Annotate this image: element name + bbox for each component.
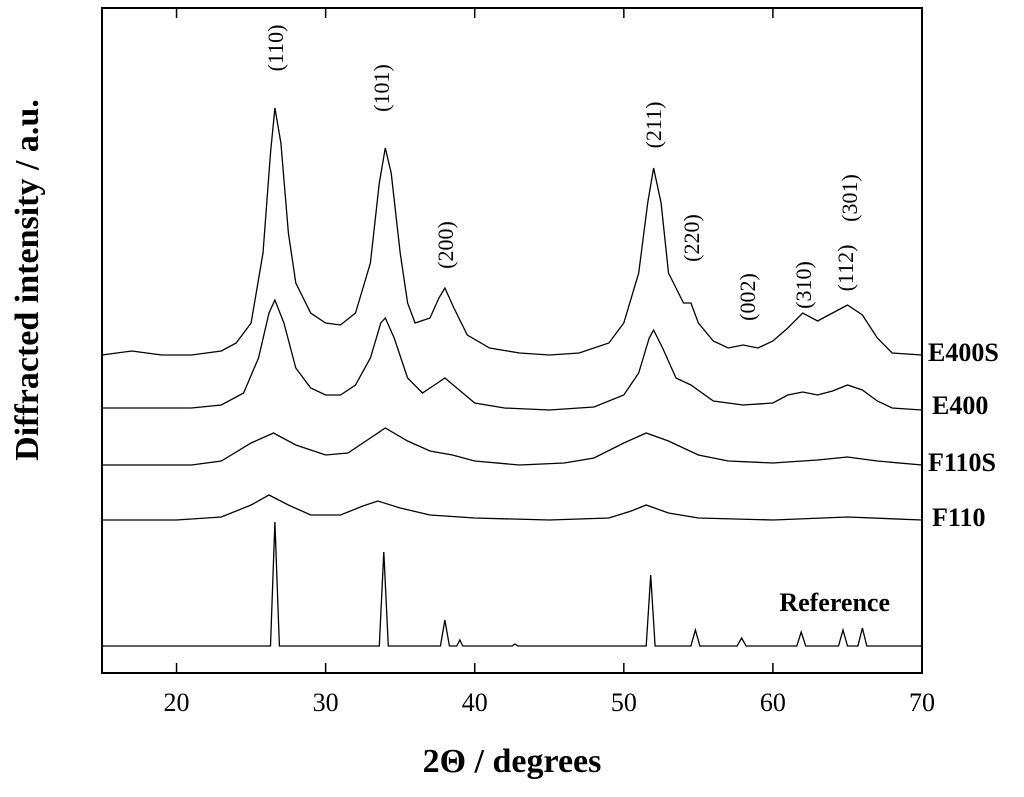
series-label: E400S bbox=[928, 338, 999, 367]
x-tick-label: 30 bbox=[313, 688, 339, 717]
peak-label: (211) bbox=[641, 102, 666, 149]
plot-frame bbox=[101, 7, 923, 674]
peak-label: (101) bbox=[369, 64, 394, 112]
series-label: E400 bbox=[932, 391, 988, 420]
series-line bbox=[102, 521, 922, 647]
x-tick-label: 40 bbox=[462, 688, 488, 717]
x-tick-label: 60 bbox=[760, 688, 786, 717]
series-label: F110 bbox=[932, 503, 985, 532]
peak-label: (301) bbox=[837, 174, 862, 222]
series-line bbox=[101, 107, 923, 356]
peak-label: (220) bbox=[679, 214, 704, 262]
series-label: Reference bbox=[779, 588, 890, 617]
peak-label: (112) bbox=[833, 245, 858, 292]
x-tick-label: 20 bbox=[164, 688, 190, 717]
peak-label: (002) bbox=[735, 273, 760, 321]
series-line bbox=[102, 298, 923, 411]
series-line bbox=[102, 427, 923, 466]
series-line bbox=[102, 494, 923, 521]
peak-label: (110) bbox=[263, 25, 288, 72]
peak-label: (200) bbox=[433, 221, 458, 269]
series-label: F110S bbox=[928, 448, 996, 477]
peak-label: (310) bbox=[791, 261, 816, 309]
x-tick-label: 50 bbox=[611, 688, 637, 717]
x-tick-label: 70 bbox=[909, 688, 935, 717]
y-axis-label: Diffracted intensity / a.u. bbox=[9, 99, 46, 461]
x-axis-label: 2Θ / degrees bbox=[423, 743, 602, 780]
